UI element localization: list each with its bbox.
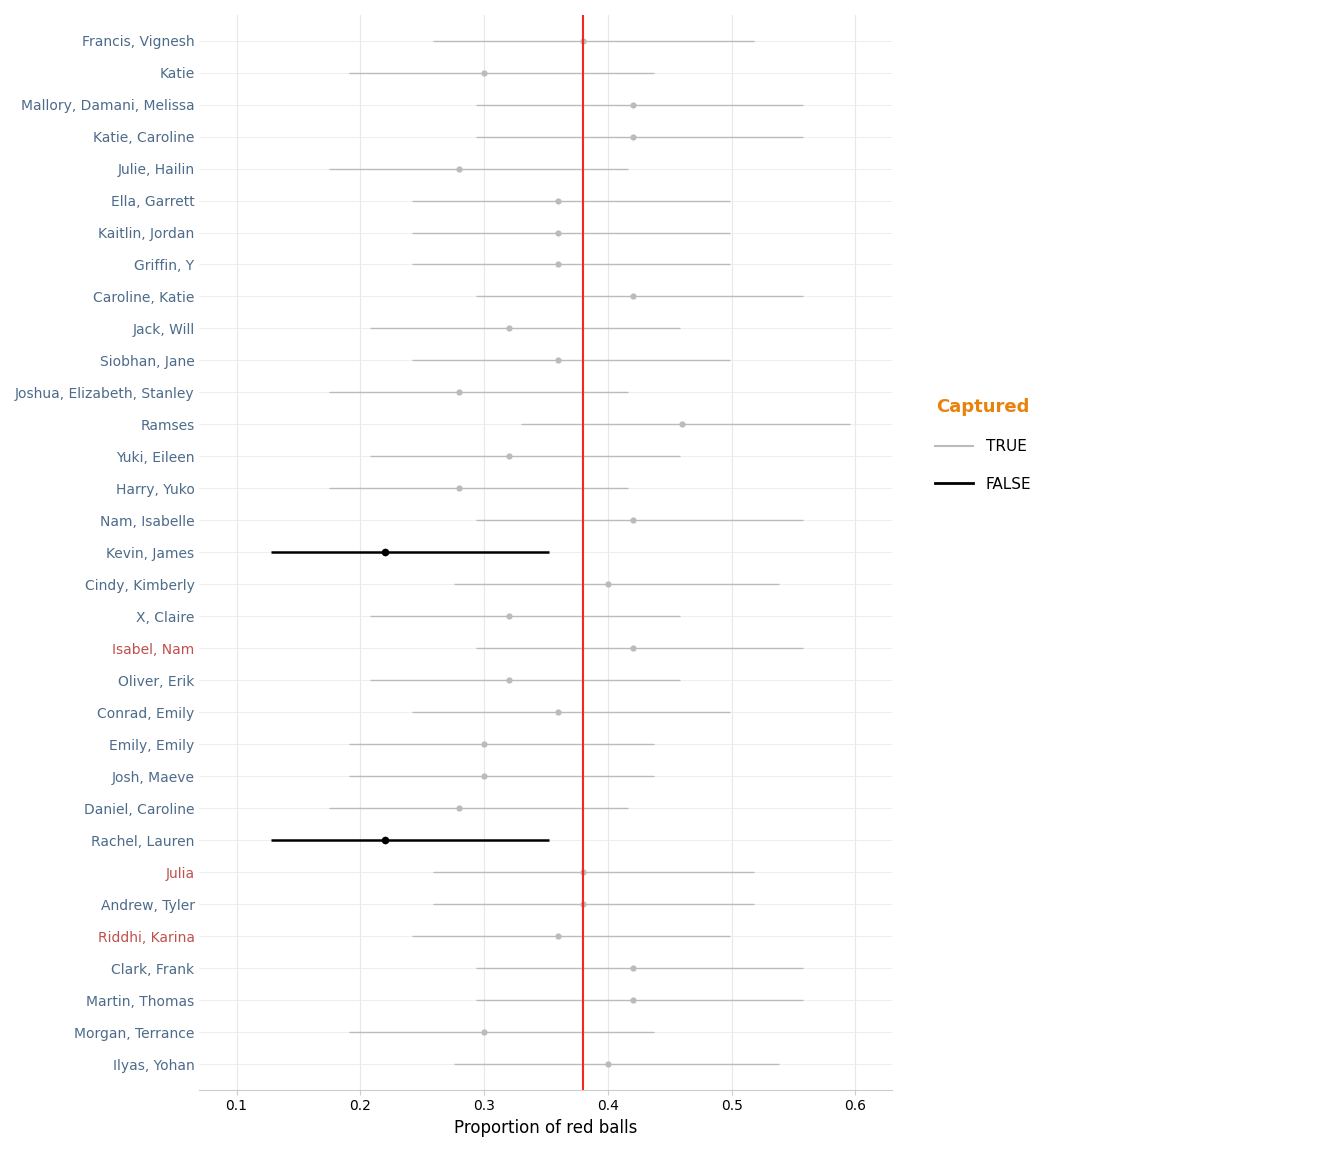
Legend: TRUE, FALSE: TRUE, FALSE — [929, 392, 1038, 498]
X-axis label: Proportion of red balls: Proportion of red balls — [454, 1119, 637, 1137]
